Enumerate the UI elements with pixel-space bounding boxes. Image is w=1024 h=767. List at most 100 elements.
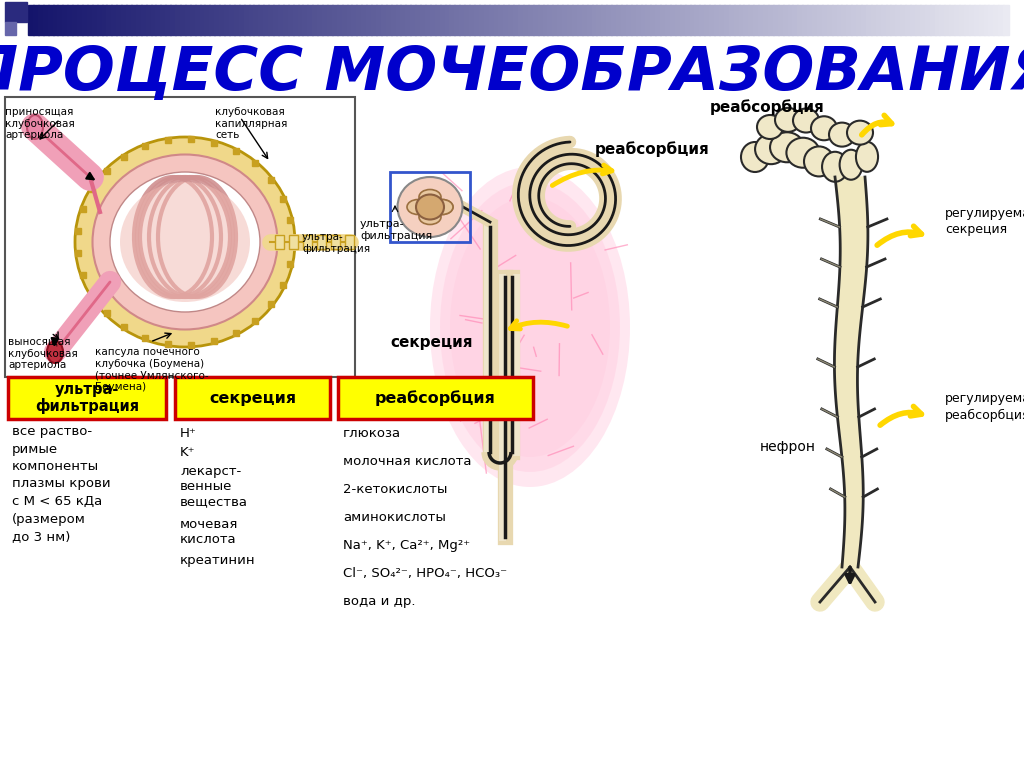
Bar [866, 5, 871, 35]
Bar [552, 5, 558, 35]
Text: Na⁺, K⁺, Ca²⁺, Mg²⁺: Na⁺, K⁺, Ca²⁺, Mg²⁺ [343, 539, 470, 552]
Bar [876, 5, 882, 35]
Bar [87, 5, 93, 35]
Bar [209, 5, 215, 35]
Bar [142, 143, 148, 150]
Bar [346, 5, 352, 35]
Bar [822, 5, 827, 35]
Bar [290, 239, 296, 245]
Bar [592, 5, 597, 35]
Ellipse shape [847, 120, 873, 145]
Ellipse shape [811, 117, 837, 140]
Bar [175, 5, 181, 35]
Text: реабсорбция: реабсорбция [375, 390, 496, 406]
Bar [773, 5, 778, 35]
Bar [616, 5, 622, 35]
Bar [180, 5, 185, 35]
Bar [268, 301, 274, 308]
Ellipse shape [110, 172, 260, 312]
Bar [508, 5, 514, 35]
Bar [645, 5, 651, 35]
Bar [513, 5, 519, 35]
Bar [331, 235, 340, 249]
Bar [52, 5, 58, 35]
Bar [175, 377, 330, 419]
Text: ультра-
фильтрация: ультра- фильтрация [360, 219, 432, 241]
Bar [571, 5, 578, 35]
Bar [80, 206, 86, 212]
Bar [195, 5, 201, 35]
Text: выносящая
клубочковая
артериола: выносящая клубочковая артериола [8, 337, 78, 370]
Bar [567, 5, 572, 35]
Text: ультра-
фильтрация: ультра- фильтрация [35, 382, 139, 414]
Bar [474, 5, 480, 35]
Bar [303, 235, 312, 249]
Ellipse shape [770, 132, 804, 163]
Bar [754, 5, 759, 35]
Bar [112, 5, 117, 35]
Text: вода и др.: вода и др. [343, 595, 416, 608]
Bar [782, 5, 788, 35]
Bar [80, 272, 86, 278]
Bar [974, 5, 980, 35]
Bar [914, 5, 921, 35]
Bar [964, 5, 970, 35]
Text: 2-кетокислоты: 2-кетокислоты [343, 483, 447, 496]
Bar [983, 5, 989, 35]
Bar [826, 5, 833, 35]
Bar [200, 5, 206, 35]
Bar [881, 5, 887, 35]
Bar [479, 5, 484, 35]
Bar [89, 186, 95, 192]
Ellipse shape [397, 177, 463, 237]
Bar [557, 5, 563, 35]
Bar [390, 172, 470, 242]
Ellipse shape [757, 115, 783, 139]
Bar [187, 137, 194, 142]
Bar [92, 5, 97, 35]
Bar [689, 5, 695, 35]
Bar [777, 5, 783, 35]
Bar [548, 5, 553, 35]
Bar [268, 5, 274, 35]
Bar [577, 5, 583, 35]
Bar [596, 5, 602, 35]
Bar [758, 5, 764, 35]
Bar [802, 5, 808, 35]
Bar [43, 5, 48, 35]
Bar [459, 5, 465, 35]
Bar [587, 5, 593, 35]
Bar [77, 5, 83, 35]
Bar [273, 5, 279, 35]
Bar [263, 5, 269, 35]
Bar [214, 5, 220, 35]
Bar [244, 5, 250, 35]
Bar [288, 261, 294, 267]
Ellipse shape [419, 209, 441, 225]
Bar [395, 5, 401, 35]
Text: регулируемая
реабсорбция: регулируемая реабсорбция [945, 393, 1024, 422]
Bar [211, 338, 217, 344]
Bar [464, 5, 470, 35]
Bar [322, 5, 328, 35]
Bar [298, 5, 303, 35]
Bar [145, 5, 152, 35]
Bar [302, 5, 308, 35]
Bar [469, 5, 475, 35]
Bar [317, 5, 323, 35]
Bar [288, 217, 294, 223]
Bar [116, 5, 122, 35]
Bar [72, 5, 78, 35]
Bar [82, 5, 88, 35]
Bar [729, 5, 734, 35]
Ellipse shape [856, 142, 878, 172]
Bar [122, 324, 127, 331]
Bar [518, 5, 524, 35]
Text: реабсорбция: реабсорбция [710, 99, 824, 115]
Bar [142, 334, 148, 341]
Bar [861, 5, 867, 35]
Bar [386, 5, 391, 35]
Bar [390, 5, 396, 35]
Bar [685, 5, 690, 35]
Bar [258, 5, 264, 35]
